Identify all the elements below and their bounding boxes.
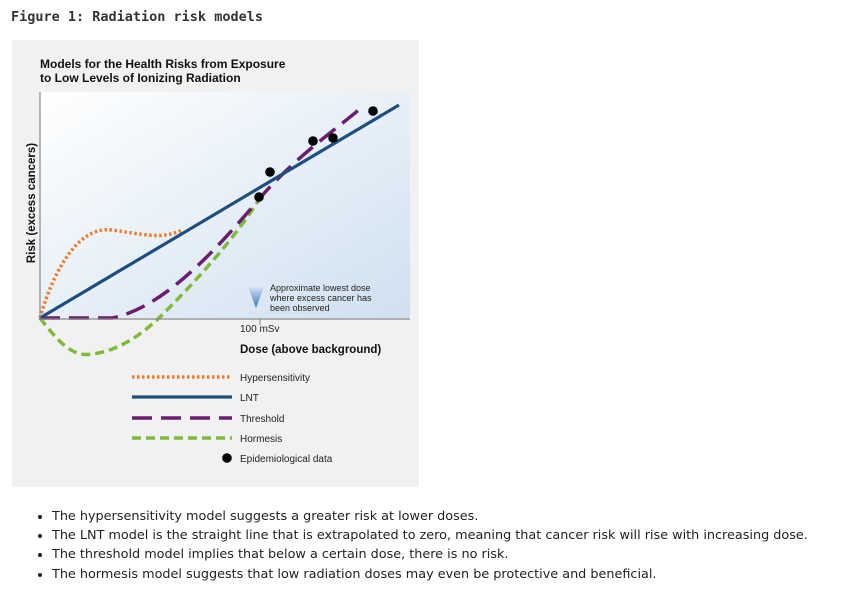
legend-label-lnt: LNT xyxy=(240,393,259,404)
legend: Hypersensitivity LNT Threshold Hormesis … xyxy=(132,373,333,465)
hormesis-curve xyxy=(38,197,262,357)
x-tick-label: 100 mSv xyxy=(240,324,279,335)
figure-title: Figure 1: Radiation risk models xyxy=(11,9,263,25)
data-point xyxy=(265,167,275,177)
data-point xyxy=(368,106,378,116)
lowest-dose-marker-icon xyxy=(248,287,264,308)
legend-label-threshold: Threshold xyxy=(240,414,284,425)
list-item: The threshold model implies that below a… xyxy=(52,545,808,564)
panel-title-line-2: to Low Levels of Ionizing Radiation xyxy=(40,71,241,85)
threshold-curve xyxy=(40,105,364,320)
data-point xyxy=(328,133,338,143)
risk-models-chart: Models for the Health Risks from Exposur… xyxy=(26,57,410,465)
legend-label-hormesis: Hormesis xyxy=(240,434,282,445)
panel-title-line-1: Models for the Health Risks from Exposur… xyxy=(40,57,286,71)
data-point xyxy=(308,136,318,146)
list-item: The LNT model is the straight line that … xyxy=(52,526,808,545)
list-item: The hypersensitivity model suggests a gr… xyxy=(52,507,808,526)
data-point xyxy=(254,192,264,202)
annotation-line-1: Approximate lowest dose xyxy=(270,283,371,293)
annotation-line-3: been observed xyxy=(270,303,330,313)
legend-label-epidemiological-data: Epidemiological data xyxy=(240,454,333,465)
explanation-list: The hypersensitivity model suggests a gr… xyxy=(30,507,808,584)
legend-label-hypersensitivity: Hypersensitivity xyxy=(240,373,310,384)
lnt-line xyxy=(39,103,400,320)
list-item: The hormesis model suggests that low rad… xyxy=(52,565,808,584)
x-axis-label: Dose (above background) xyxy=(240,344,381,356)
annotation-line-2: where excess cancer has xyxy=(269,293,372,303)
chart-panel: Models for the Health Risks from Exposur… xyxy=(12,40,419,487)
hypersensitivity-curve xyxy=(38,228,183,319)
legend-swatch-epidemiological-data xyxy=(222,453,232,463)
y-axis-label: Risk (excess cancers) xyxy=(26,143,38,263)
